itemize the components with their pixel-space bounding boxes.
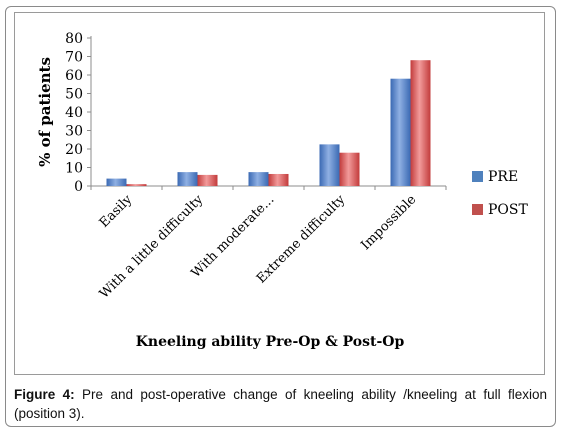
- figure-caption: Figure 4: Pre and post-operative change …: [14, 385, 547, 423]
- y-tick-label: 80: [65, 31, 83, 47]
- caption-text: Pre and post-operative change of kneelin…: [14, 387, 547, 421]
- y-tick-label: 30: [65, 124, 83, 140]
- y-tick-label: 60: [65, 68, 83, 84]
- bar-post-5: [410, 60, 431, 187]
- legend-swatch-post: [472, 204, 483, 215]
- bar-pre-2: [177, 172, 198, 186]
- y-tick-label: 20: [65, 142, 83, 158]
- y-tick-label: 0: [74, 179, 83, 195]
- y-tick-label: 40: [65, 105, 83, 121]
- legend-swatch-pre: [472, 171, 483, 182]
- legend-label-post: POST: [488, 202, 528, 218]
- bar-post-1: [126, 184, 147, 186]
- y-tick-label: 10: [65, 161, 83, 177]
- bar-post-3: [268, 173, 289, 186]
- bar-pre-3: [248, 172, 269, 186]
- y-tick-label: 70: [65, 50, 83, 66]
- legend-label-pre: PRE: [488, 169, 518, 185]
- bar-pre-5: [390, 78, 411, 186]
- chart-frame: [14, 12, 545, 375]
- bar-post-4: [339, 152, 360, 186]
- x-category-label: Easily: [97, 192, 136, 231]
- bar-post-2: [197, 174, 218, 186]
- x-category-label: Impossible: [358, 192, 419, 253]
- y-axis-title: % of patients: [36, 57, 54, 167]
- bar-pre-1: [106, 178, 127, 186]
- bar-pre-4: [319, 144, 340, 186]
- caption-label: Figure 4:: [14, 387, 75, 402]
- x-axis-title: Kneeling ability Pre-Op & Post-Op: [136, 334, 405, 350]
- y-tick-label: 50: [65, 87, 83, 103]
